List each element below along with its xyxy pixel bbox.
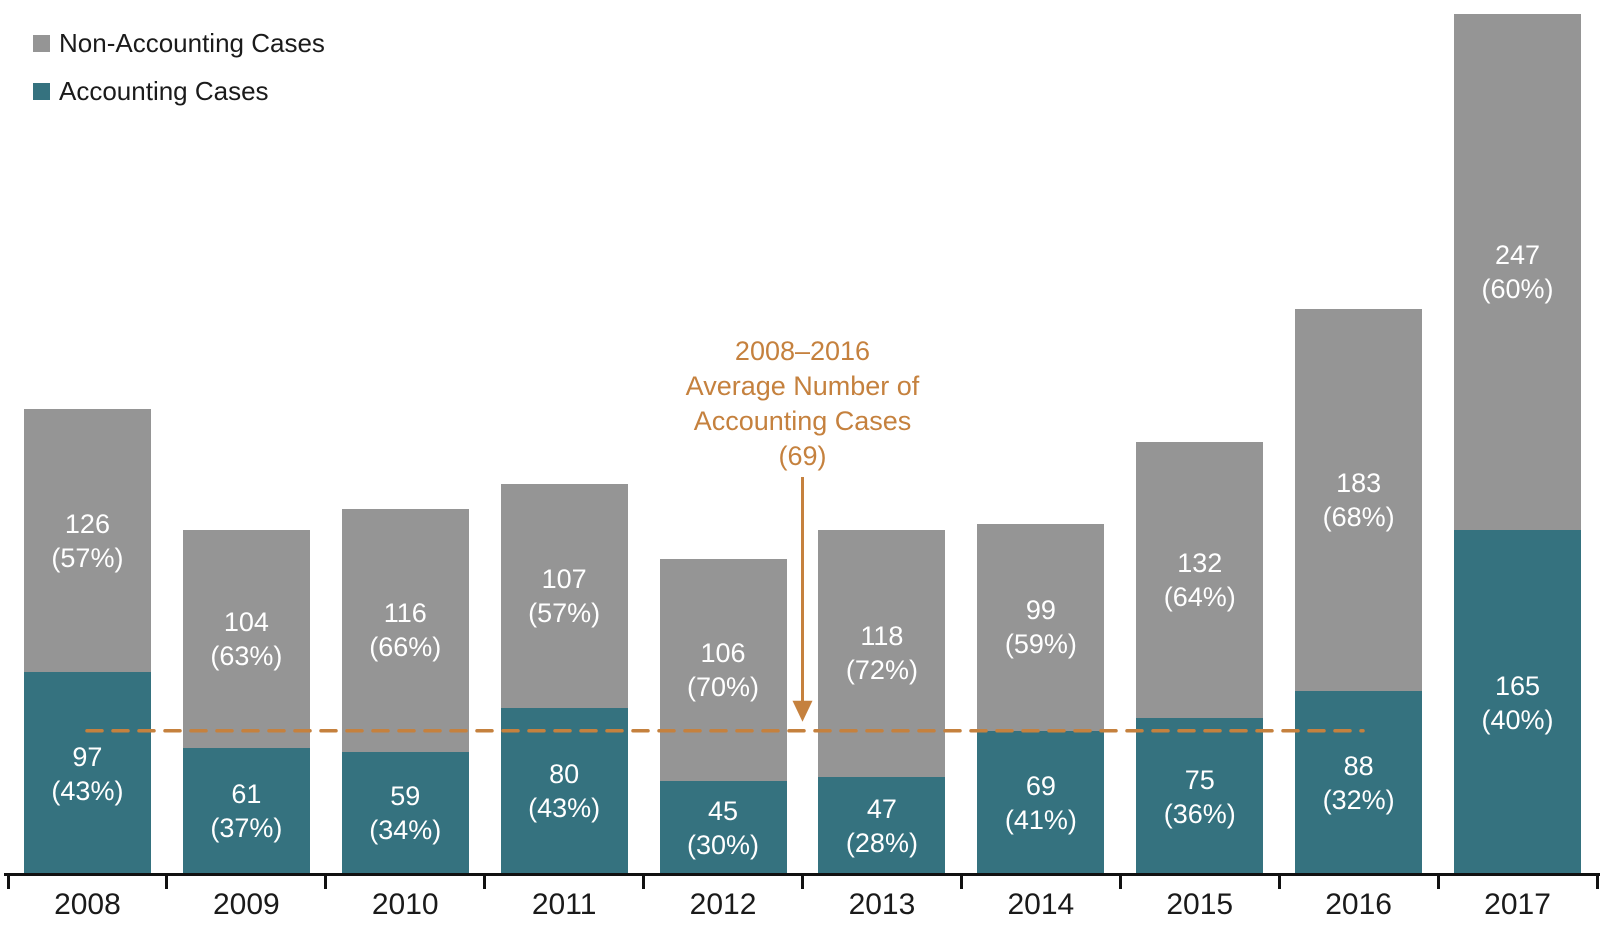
bar-segment-non-accounting-2008: 126 (57%) [23, 408, 151, 673]
segment-label: 132 (64%) [1163, 548, 1236, 613]
segment-label: 61 (37%) [210, 779, 283, 844]
segment-label: 104 (63%) [210, 606, 283, 671]
segment-label: 99 (59%) [1004, 595, 1077, 660]
bar-segment-accounting-2012: 45 (30%) [659, 780, 787, 875]
legend: Non-Accounting Cases Accounting Cases [33, 19, 325, 115]
legend-item-accounting: Accounting Cases [33, 67, 325, 115]
segment-label: 247 (60%) [1481, 240, 1554, 305]
segment-label: 47 (28%) [845, 793, 918, 858]
segment-label: 118 (72%) [845, 621, 918, 686]
segment-label: 80 (43%) [528, 759, 601, 824]
x-axis-tick [1277, 875, 1281, 889]
segment-label: 165 (40%) [1481, 670, 1554, 735]
segment-label: 45 (30%) [687, 795, 760, 860]
bar-segment-accounting-2011: 80 (43%) [500, 707, 628, 875]
legend-label-non-accounting: Non-Accounting Cases [59, 27, 325, 58]
segment-label: 116 (66%) [369, 598, 442, 663]
x-axis-tick [959, 875, 963, 889]
bar-segment-non-accounting-2010: 116 (66%) [341, 509, 469, 752]
x-axis-label-2011: 2011 [531, 888, 597, 921]
x-axis-label-2016: 2016 [1325, 888, 1392, 921]
x-axis-label-2014: 2014 [1007, 888, 1075, 921]
x-axis-label-2017: 2017 [1484, 888, 1551, 921]
x-axis-line [4, 873, 1600, 876]
x-axis-tick [1118, 875, 1122, 889]
x-axis-tick [642, 875, 646, 889]
segment-label: 106 (70%) [687, 638, 760, 703]
bar-segment-non-accounting-2014: 99 (59%) [977, 523, 1105, 731]
annotation-line-3: Accounting Cases [693, 406, 912, 436]
bar-segment-non-accounting-2017: 247 (60%) [1454, 13, 1582, 531]
annotation-line-1: 2008–2016 [734, 336, 871, 366]
bar-segment-accounting-2008: 97 (43%) [23, 672, 151, 875]
legend-item-non-accounting: Non-Accounting Cases [33, 19, 325, 67]
segment-label: 59 (34%) [369, 781, 442, 846]
x-axis-label-2012: 2012 [689, 888, 757, 921]
x-axis-label-2015: 2015 [1166, 888, 1234, 921]
bar-segment-accounting-2014: 69 (41%) [977, 730, 1105, 875]
x-axis-tick [801, 875, 804, 889]
segment-label: 97 (43%) [51, 741, 124, 806]
x-axis-tick [6, 875, 10, 889]
legend-swatch-non-accounting [33, 34, 50, 52]
segment-label: 75 (36%) [1163, 764, 1236, 829]
x-axis-tick [483, 875, 487, 889]
x-axis-label-2013: 2013 [848, 888, 916, 921]
bar-segment-accounting-2017: 165 (40%) [1454, 530, 1582, 875]
legend-label-accounting: Accounting Cases [59, 75, 269, 106]
segment-label: 107 (57%) [528, 563, 601, 628]
bar-segment-non-accounting-2012: 106 (70%) [659, 559, 787, 781]
segment-label: 183 (68%) [1322, 467, 1395, 532]
bar-segment-non-accounting-2013: 118 (72%) [818, 530, 946, 777]
x-axis-tick [1436, 875, 1440, 889]
bar-segment-non-accounting-2016: 183 (68%) [1295, 308, 1423, 692]
x-axis-tick [324, 875, 328, 889]
bar-segment-non-accounting-2011: 107 (57%) [500, 484, 628, 708]
bar-segment-accounting-2016: 88 (32%) [1295, 691, 1423, 875]
bar-segment-non-accounting-2015: 132 (64%) [1136, 442, 1264, 719]
x-axis-label-2010: 2010 [371, 888, 439, 921]
average-annotation: 2008–2016 Average Number of Accounting C… [633, 334, 973, 474]
segment-label: 88 (32%) [1322, 751, 1395, 816]
legend-swatch-accounting [33, 82, 50, 100]
bar-segment-accounting-2015: 75 (36%) [1136, 718, 1264, 875]
x-axis-label-2008: 2008 [54, 888, 121, 921]
x-axis-tick [1595, 875, 1599, 889]
segment-label: 126 (57%) [51, 508, 124, 573]
segment-label: 69 (41%) [1004, 770, 1077, 835]
annotation-line-2: Average Number of [685, 371, 920, 401]
bar-segment-accounting-2010: 59 (34%) [341, 751, 469, 875]
bar-segment-non-accounting-2009: 104 (63%) [182, 530, 310, 748]
annotation-line-4: (69) [778, 441, 827, 471]
bar-segment-accounting-2013: 47 (28%) [818, 776, 946, 875]
bar-segment-accounting-2009: 61 (37%) [182, 747, 310, 875]
x-axis-label-2009: 2009 [212, 888, 280, 921]
x-axis-tick [165, 875, 169, 889]
